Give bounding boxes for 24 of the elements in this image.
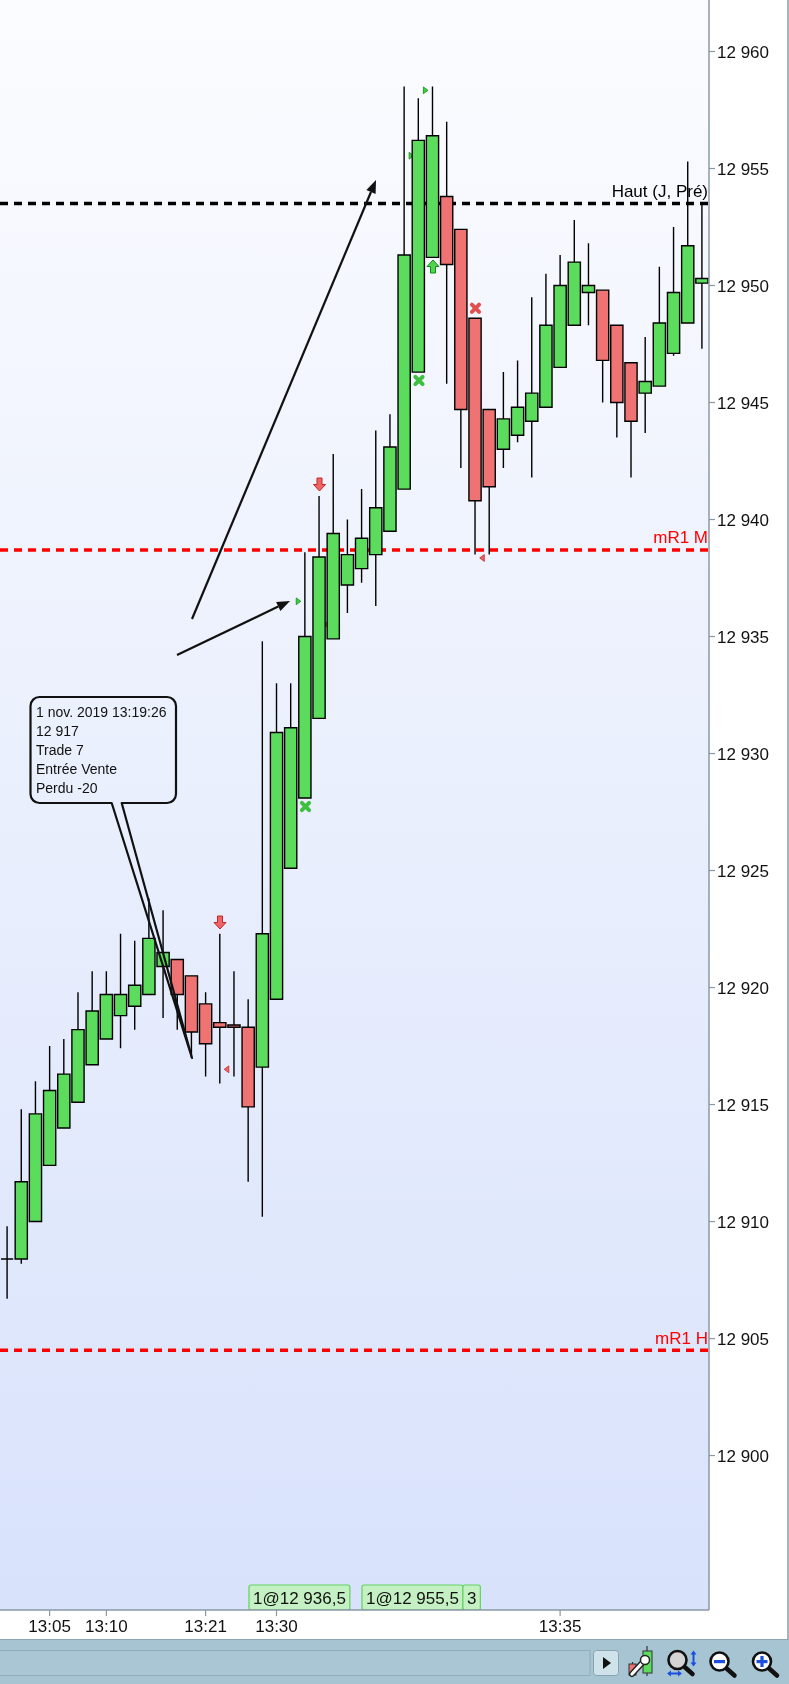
y-tick-label: 12 920 <box>717 978 769 998</box>
y-tick-label: 12 900 <box>717 1446 769 1466</box>
ref-line-label: mR1 H <box>655 1328 708 1348</box>
y-tick-label: 12 930 <box>717 744 769 764</box>
x-tick-label: 13:30 <box>255 1617 298 1636</box>
annotation: 1@12 936,5 <box>253 1588 346 1608</box>
annotation: 3 <box>466 1588 477 1608</box>
y-tick-label: 12 940 <box>717 510 769 530</box>
y-tick-label: 12 935 <box>717 627 769 647</box>
x-tick-label: 13:05 <box>28 1617 71 1636</box>
annotation: 1@12 955,5 <box>366 1588 459 1608</box>
y-tick-label: 12 950 <box>717 276 769 296</box>
y-tick-label: 12 945 <box>717 393 769 413</box>
x-tick-label: 13:35 <box>538 1617 582 1636</box>
y-tick-label: 12 905 <box>717 1329 769 1349</box>
annotation: 1 nov. 2019 13:19:26 12 917 Trade 7 Entrée Vente Perdu -20 <box>36 704 167 796</box>
x-tick-label: 13:10 <box>85 1617 128 1636</box>
y-tick-label: 12 910 <box>717 1212 769 1232</box>
ref-line-label: mR1 M <box>653 528 708 548</box>
y-tick-label: 12 955 <box>717 159 769 179</box>
y-tick-label: 12 960 <box>717 42 769 62</box>
y-tick-label: 12 925 <box>717 861 769 881</box>
x-tick-label: 13:21 <box>184 1617 227 1636</box>
y-tick-label: 12 915 <box>717 1095 769 1115</box>
